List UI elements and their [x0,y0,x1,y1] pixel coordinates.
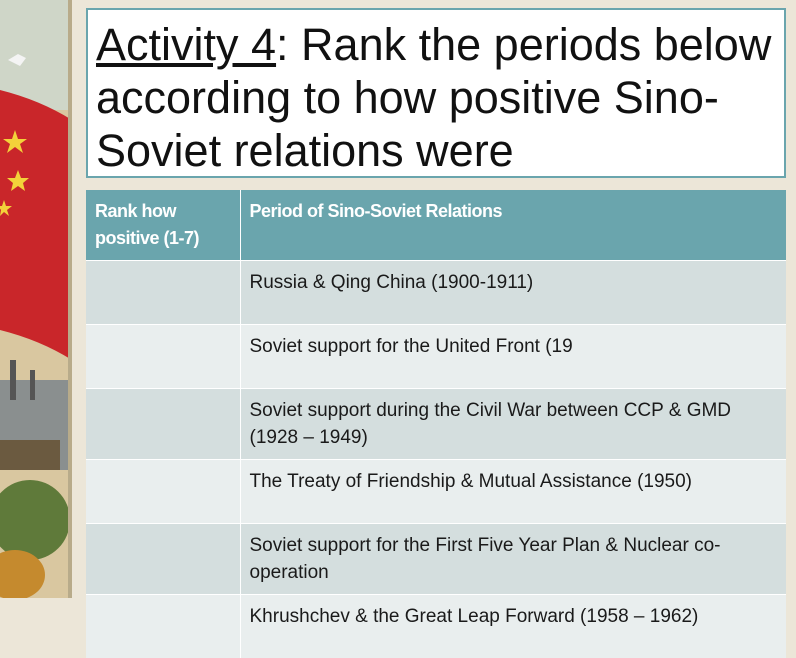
table-row: Khrushchev & the Great Leap Forward (195… [86,595,786,658]
table-row: Soviet support for the First Five Year P… [86,524,786,595]
rank-cell[interactable] [86,261,240,325]
ranking-table: Rank how positive (1-7) Period of Sino-S… [86,190,786,658]
table-row: The Treaty of Friendship & Mutual Assist… [86,460,786,524]
header-row: Rank how positive (1-7) Period of Sino-S… [86,190,786,261]
rank-cell[interactable] [86,524,240,595]
period-cell: Soviet support for the United Front (19 [240,325,786,389]
title-highlight: Activity 4 [96,19,276,70]
period-cell: Soviet support during the Civil War betw… [240,389,786,460]
slide: {"title": {"highlight": "Activity 4", "t… [0,0,796,598]
table-row: Soviet support for the United Front (19 [86,325,786,389]
header-cell: Period of Sino-Soviet Relations [240,190,786,261]
table-row: Soviet support during the Civil War betw… [86,389,786,460]
table-row: Russia & Qing China (1900-1911) [86,261,786,325]
table-body: Russia & Qing China (1900-1911)Soviet su… [86,261,786,658]
rank-cell[interactable] [86,325,240,389]
title-box: Activity 4: Rank the periods below accor… [86,8,786,178]
period-cell: Russia & Qing China (1900-1911) [240,261,786,325]
rank-cell[interactable] [86,389,240,460]
period-cell: Khrushchev & the Great Leap Forward (195… [240,595,786,658]
rank-cell[interactable] [86,595,240,658]
title: Activity 4: Rank the periods below accor… [88,10,784,177]
poster-image [0,0,72,598]
period-cell: Soviet support for the First Five Year P… [240,524,786,595]
header-cell: Rank how positive (1-7) [86,190,240,261]
period-cell: The Treaty of Friendship & Mutual Assist… [240,460,786,524]
rank-cell[interactable] [86,460,240,524]
